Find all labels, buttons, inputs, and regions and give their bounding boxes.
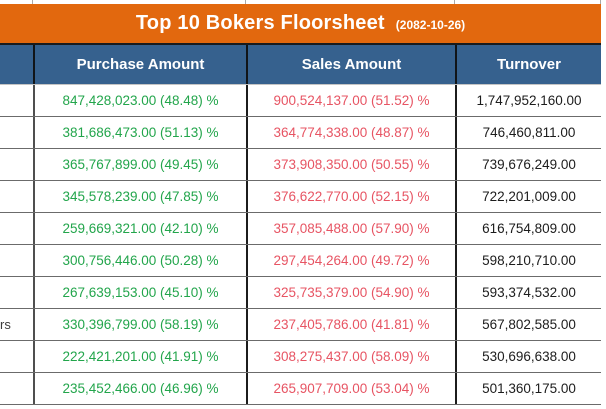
broker-cell xyxy=(0,373,33,404)
table-row: rs 330,396,799.00 (58.19) % 237,405,786.… xyxy=(0,309,601,341)
purchase-amount-cell: 847,428,023.00 (48.48) % xyxy=(33,85,246,116)
sales-amount-cell: 900,524,137.00 (51.52) % xyxy=(246,85,455,116)
sales-amount-cell: 325,735,379.00 (54.90) % xyxy=(246,277,455,308)
turnover-cell: 593,374,532.00 xyxy=(455,277,601,308)
purchase-amount-cell: 330,396,799.00 (58.19) % xyxy=(33,309,246,340)
title-date: (2082-10-26) xyxy=(395,18,466,32)
table-row: 267,639,153.00 (45.10) % 325,735,379.00 … xyxy=(0,277,601,309)
sales-amount-cell: 297,454,264.00 (49.72) % xyxy=(246,245,455,276)
turnover-cell: 616,754,809.00 xyxy=(455,213,601,244)
broker-cell xyxy=(0,117,33,148)
broker-cell xyxy=(0,149,33,180)
table-row: 300,756,446.00 (50.28) % 297,454,264.00 … xyxy=(0,245,601,277)
broker-cell: rs xyxy=(0,317,11,332)
table-row: 345,578,239.00 (47.85) % 376,622,770.00 … xyxy=(0,181,601,213)
sales-amount-cell: 364,774,338.00 (48.87) % xyxy=(246,117,455,148)
turnover-cell: 598,210,710.00 xyxy=(455,245,601,276)
header-sales-amount: Sales Amount xyxy=(246,45,455,84)
turnover-cell: 1,747,952,160.00 xyxy=(455,85,601,116)
sales-amount-cell: 373,908,350.00 (50.55) % xyxy=(246,149,455,180)
table-header-row: Purchase Amount Sales Amount Turnover xyxy=(0,45,601,85)
broker-cell xyxy=(0,245,33,276)
sales-amount-cell: 265,907,709.00 (53.04) % xyxy=(246,373,455,404)
purchase-amount-cell: 345,578,239.00 (47.85) % xyxy=(33,181,246,212)
turnover-cell: 739,676,249.00 xyxy=(455,149,601,180)
table-row: 847,428,023.00 (48.48) % 900,524,137.00 … xyxy=(0,85,601,117)
purchase-amount-cell: 300,756,446.00 (50.28) % xyxy=(33,245,246,276)
broker-cell xyxy=(0,341,33,372)
turnover-cell: 722,201,009.00 xyxy=(455,181,601,212)
sales-amount-cell: 357,085,488.00 (57.90) % xyxy=(246,213,455,244)
title-bar: Top 10 Bokers Floorsheet (2082-10-26) xyxy=(0,4,601,45)
turnover-cell: 501,360,175.00 xyxy=(455,373,601,404)
column-rule-tick xyxy=(454,0,455,4)
broker-cell xyxy=(0,213,33,244)
purchase-amount-cell: 267,639,153.00 (45.10) % xyxy=(33,277,246,308)
turnover-cell: 746,460,811.00 xyxy=(455,117,601,148)
column-rule-tick xyxy=(32,0,33,4)
broker-cell xyxy=(0,277,33,308)
purchase-amount-cell: 259,669,321.00 (42.10) % xyxy=(33,213,246,244)
table-row: 222,421,201.00 (41.91) % 308,275,437.00 … xyxy=(0,341,601,373)
purchase-amount-cell: 222,421,201.00 (41.91) % xyxy=(33,341,246,372)
purchase-amount-cell: 365,767,899.00 (49.45) % xyxy=(33,149,246,180)
page-title: Top 10 Bokers Floorsheet xyxy=(135,12,385,34)
column-rule-tick xyxy=(245,0,246,4)
broker-cell xyxy=(0,181,33,212)
broker-cell xyxy=(0,85,33,116)
turnover-cell: 567,802,585.00 xyxy=(455,309,601,340)
purchase-amount-cell: 235,452,466.00 (46.96) % xyxy=(33,373,246,404)
table-row: 235,452,466.00 (46.96) % 265,907,709.00 … xyxy=(0,373,601,405)
turnover-cell: 530,696,638.00 xyxy=(455,341,601,372)
sales-amount-cell: 308,275,437.00 (58.09) % xyxy=(246,341,455,372)
top-strip xyxy=(0,0,606,4)
header-turnover: Turnover xyxy=(455,45,601,84)
sales-amount-cell: 237,405,786.00 (41.81) % xyxy=(246,309,455,340)
header-purchase-amount: Purchase Amount xyxy=(33,45,246,84)
floorsheet-table: Purchase Amount Sales Amount Turnover 84… xyxy=(0,45,601,405)
purchase-amount-cell: 381,686,473.00 (51.13) % xyxy=(33,117,246,148)
table-row: 259,669,321.00 (42.10) % 357,085,488.00 … xyxy=(0,213,601,245)
sales-amount-cell: 376,622,770.00 (52.15) % xyxy=(246,181,455,212)
table-row: 365,767,899.00 (49.45) % 373,908,350.00 … xyxy=(0,149,601,181)
column-rule-tick xyxy=(600,0,601,4)
table-row: 381,686,473.00 (51.13) % 364,774,338.00 … xyxy=(0,117,601,149)
header-broker xyxy=(0,45,33,84)
